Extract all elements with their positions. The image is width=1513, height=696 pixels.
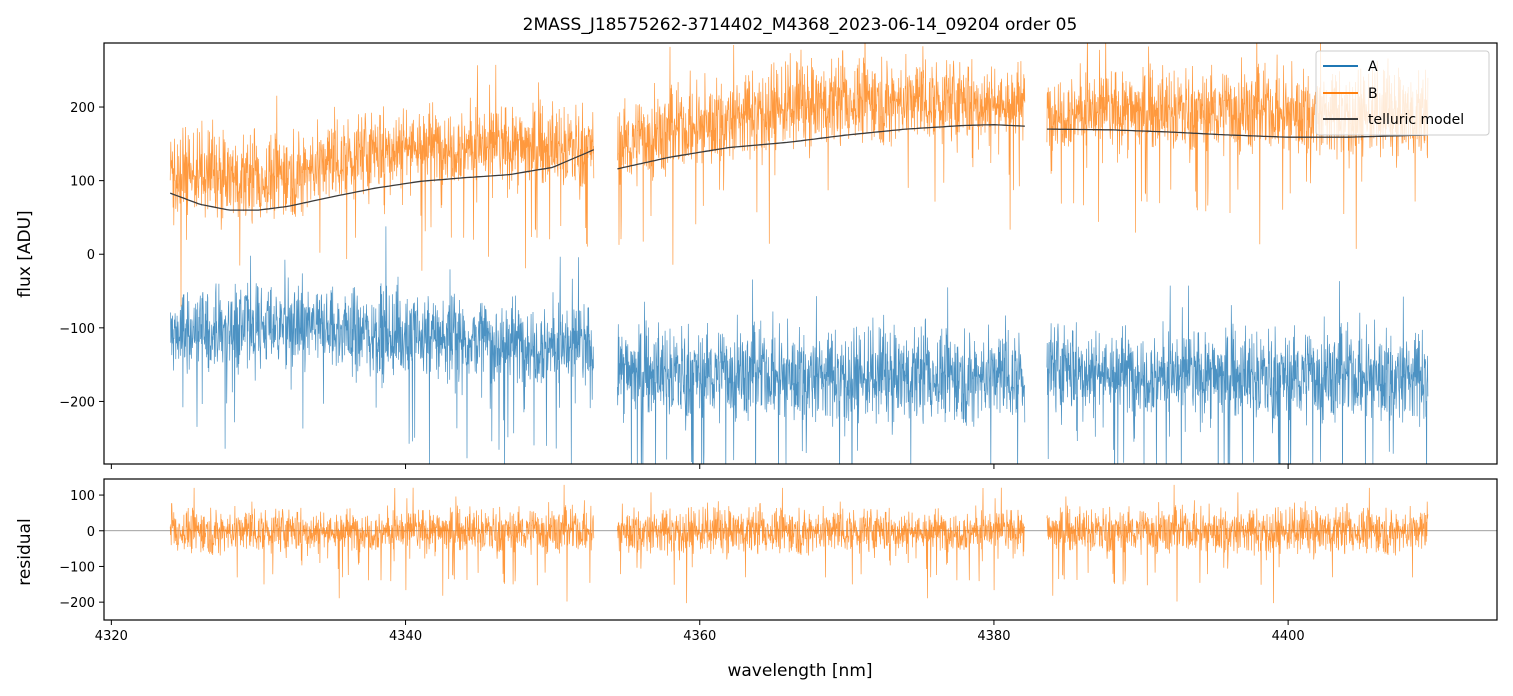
flux-plot-area	[169, 43, 1429, 464]
residual-panel: −200 −100 0 100 4320 4340 4360 4380 4400 residu…	[15, 478, 1498, 681]
chart-title: 2MASS_J18575262-3714402_M4368_2023-06-14…	[523, 15, 1078, 35]
legend: A B telluric model	[1315, 50, 1490, 136]
flux-y-axis-label: flux [ADU]	[15, 210, 35, 297]
flux-x-ticks	[110, 464, 1289, 469]
y-tick-label: −100	[59, 560, 95, 575]
legend-label-telluric: telluric model	[1368, 112, 1464, 128]
series-residual-segment-1	[169, 484, 595, 602]
y-tick-label: 200	[70, 101, 95, 116]
residual-axes-frame	[103, 478, 1498, 621]
y-tick-label: 100	[70, 175, 95, 190]
residual-y-ticks: −200 −100 0 100	[59, 489, 104, 611]
flux-y-ticks: −200 −100 0 100 200	[59, 101, 104, 410]
series-telluric-model-segment-2	[617, 124, 1025, 170]
series-residual-segment-3	[1046, 484, 1429, 604]
y-tick-label: −200	[59, 596, 95, 611]
series-telluric-model-segment-1	[169, 149, 595, 211]
series-a-segment-2	[617, 279, 1026, 464]
y-tick-label: 100	[70, 489, 95, 504]
series-a-segment-1	[170, 226, 595, 464]
x-axis-label: wavelength [nm]	[727, 661, 872, 681]
series-telluric-model-segment-3	[1046, 128, 1428, 138]
residual-plot-area	[104, 484, 1497, 604]
legend-label-b: B	[1368, 86, 1378, 102]
x-tick-label: 4360	[683, 629, 716, 644]
y-tick-label: 0	[87, 525, 95, 540]
x-tick-label: 4340	[389, 629, 422, 644]
y-tick-label: −200	[59, 395, 95, 410]
series-residual-segment-2	[617, 487, 1026, 604]
legend-box	[1315, 50, 1490, 136]
y-tick-label: −100	[59, 322, 95, 337]
residual-x-ticks: 4320 4340 4360 4380 4400	[95, 620, 1305, 644]
legend-label-a: A	[1368, 59, 1378, 75]
residual-y-axis-label: residual	[15, 518, 35, 585]
y-tick-label: 0	[87, 248, 95, 263]
series-b-segment-2	[617, 43, 1026, 265]
x-tick-label: 4320	[95, 629, 128, 644]
x-tick-label: 4400	[1272, 629, 1305, 644]
flux-panel: −200 −100 0 100 200 flux [ADU] A B telluric …	[15, 42, 1498, 469]
x-tick-label: 4380	[977, 629, 1010, 644]
series-b-segment-1	[169, 64, 595, 307]
flux-axes-frame	[103, 42, 1498, 465]
series-a-segment-3	[1046, 281, 1429, 464]
